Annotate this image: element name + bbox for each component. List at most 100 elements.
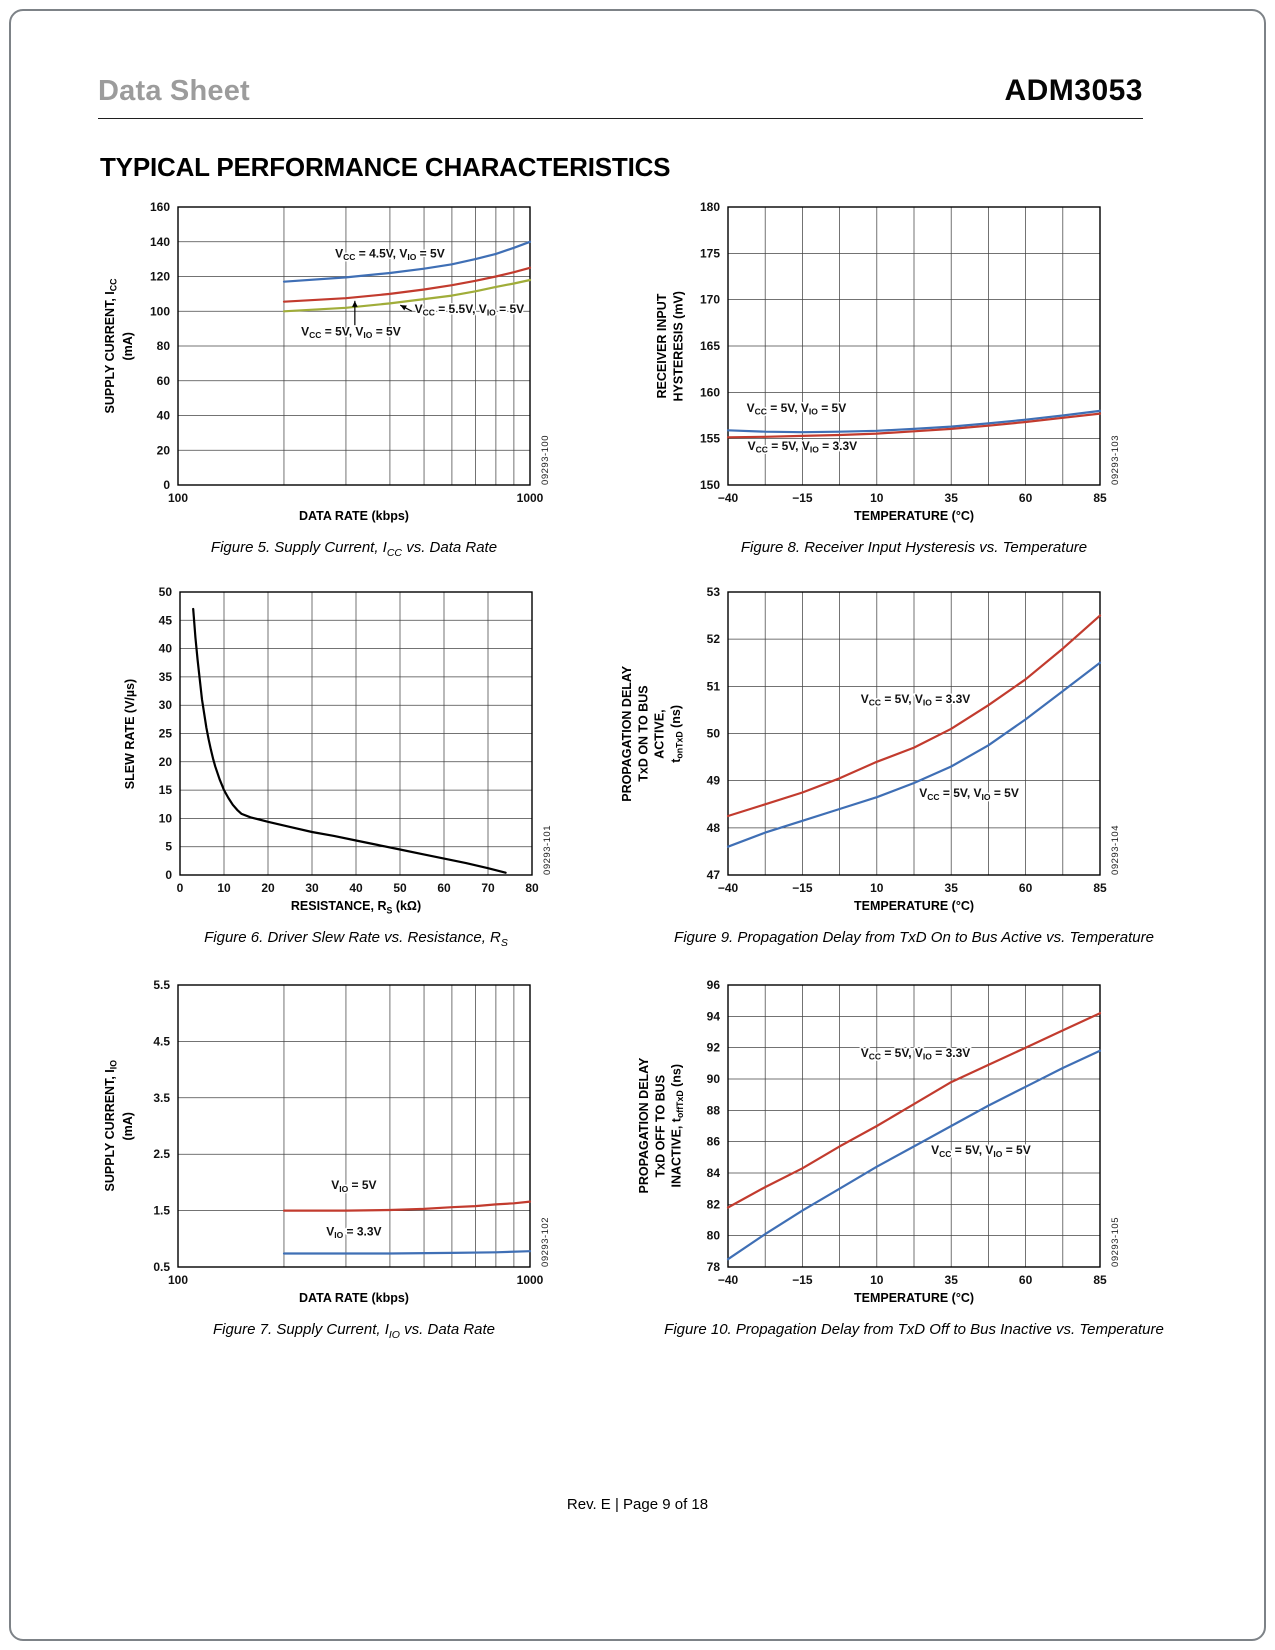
svg-text:15: 15 [159, 783, 173, 797]
svg-text:96: 96 [707, 978, 721, 992]
svg-text:40: 40 [349, 881, 363, 895]
figure-9-y-axis-title: PROPAGATION DELAY TxD ON TO BUS ACTIVE, t… [620, 665, 685, 802]
svg-text:−15: −15 [792, 1273, 813, 1287]
figure-8-x-axis-title: TEMPERATURE (°C) [853, 509, 975, 523]
svg-text:VCC = 5.5V, VIO = 5V: VCC = 5.5V, VIO = 5V [415, 302, 525, 318]
figure-10-caption: Figure 10. Propagation Delay from TxD Of… [664, 1321, 1164, 1338]
svg-text:86: 86 [707, 1135, 721, 1149]
svg-text:160: 160 [150, 200, 170, 214]
svg-text:0: 0 [165, 868, 172, 882]
svg-text:VCC = 5V, VIO = 5V: VCC = 5V, VIO = 5V [747, 401, 847, 417]
svg-text:85: 85 [1093, 1273, 1107, 1287]
svg-text:35: 35 [159, 670, 173, 684]
svg-text:−40: −40 [718, 881, 739, 895]
figure-5-block: SUPPLY CURRENT, ICC (mA) 100 1000 0 20 40 60 8… [103, 200, 551, 559]
figure-7-block: SUPPLY CURRENT, IIO (mA) 100 1000 0.5 1.5 2.… [103, 978, 551, 1341]
svg-text:150: 150 [700, 478, 720, 492]
page-header: Data Sheet ADM3053 [98, 74, 1143, 119]
svg-text:VIO = 5V: VIO = 5V [331, 1178, 376, 1194]
svg-text:0: 0 [163, 478, 170, 492]
svg-text:10: 10 [870, 491, 884, 505]
svg-text:51: 51 [707, 679, 721, 693]
figure-5-code: 09293-100 [540, 435, 551, 485]
svg-text:1.5: 1.5 [153, 1204, 170, 1218]
svg-text:100: 100 [168, 491, 188, 505]
svg-text:1000: 1000 [517, 491, 544, 505]
svg-text:1000: 1000 [517, 1273, 544, 1287]
svg-text:52: 52 [707, 632, 721, 646]
figure-6-plot: 0 10 20 30 40 50 60 70 80 0 5 10 15 20 25 30 35 40 45 50 [159, 585, 539, 895]
svg-text:35: 35 [945, 881, 959, 895]
svg-text:85: 85 [1093, 881, 1107, 895]
svg-text:47: 47 [707, 868, 721, 882]
svg-text:10: 10 [870, 881, 884, 895]
svg-text:84: 84 [707, 1166, 721, 1180]
svg-text:60: 60 [1019, 881, 1033, 895]
figure-10-block: PROPAGATION DELAY TxD OFF TO BUS INACTIVE… [637, 978, 1164, 1338]
svg-text:35: 35 [945, 491, 959, 505]
svg-text:VCC = 5V, VIO = 5V: VCC = 5V, VIO = 5V [301, 325, 401, 341]
svg-text:25: 25 [159, 727, 173, 741]
figure-10-y-axis-title: PROPAGATION DELAY TxD OFF TO BUS INACTIVE… [636, 1058, 685, 1194]
svg-text:100: 100 [150, 304, 170, 318]
figure-5-x-axis-title: DATA RATE (kbps) [299, 509, 409, 523]
figure-8-caption: Figure 8. Receiver Input Hysteresis vs. … [740, 539, 1088, 556]
svg-text:60: 60 [157, 374, 171, 388]
section-title: TYPICAL PERFORMANCE CHARACTERISTICS [100, 152, 671, 182]
svg-text:49: 49 [707, 774, 721, 788]
svg-text:50: 50 [159, 585, 173, 599]
svg-text:VCC = 5V, VIO = 5V: VCC = 5V, VIO = 5V [931, 1143, 1031, 1159]
svg-text:80: 80 [707, 1229, 721, 1243]
svg-text:VIO = 3.3V: VIO = 3.3V [326, 1224, 381, 1240]
figure-9-code: 09293-104 [1110, 825, 1121, 875]
figure-6-y-axis-title: SLEW RATE (V/µs) [122, 678, 137, 789]
svg-text:53: 53 [707, 585, 721, 599]
figure-7-plot: 100 1000 0.5 1.5 2.5 3.5 4.5 5.5 VIO = 5V VIO = 3… [153, 978, 543, 1287]
svg-text:3.5: 3.5 [153, 1091, 170, 1105]
svg-text:40: 40 [159, 642, 173, 656]
svg-text:10: 10 [870, 1273, 884, 1287]
svg-text:92: 92 [707, 1041, 721, 1055]
svg-text:170: 170 [700, 293, 720, 307]
figure-6-caption: Figure 6. Driver Slew Rate vs. Resistanc… [204, 929, 508, 949]
figure-10-code: 09293-105 [1110, 1217, 1121, 1267]
svg-text:80: 80 [525, 881, 539, 895]
page-footer: Rev. E | Page 9 of 18 [566, 1496, 709, 1513]
svg-text:0: 0 [177, 881, 184, 895]
svg-text:94: 94 [707, 1009, 721, 1023]
figure-7-x-axis-title: DATA RATE (kbps) [299, 1291, 409, 1305]
svg-text:155: 155 [700, 432, 720, 446]
svg-text:60: 60 [1019, 1273, 1033, 1287]
figure-9-plot: −40 −15 10 35 60 85 47 48 49 50 51 52 53 VCC = 5V, VI… [707, 585, 1107, 895]
figure-5-caption: Figure 5. Supply Current, ICC vs. Data R… [210, 539, 498, 559]
figure-5-y-axis-title: SUPPLY CURRENT, ICC (mA) [102, 278, 135, 414]
svg-text:VCC = 5V, VIO = 3.3V: VCC = 5V, VIO = 3.3V [861, 692, 971, 708]
svg-text:−15: −15 [792, 491, 813, 505]
svg-text:VCC = 5V, VIO = 3.3V: VCC = 5V, VIO = 3.3V [861, 1046, 971, 1062]
svg-text:82: 82 [707, 1197, 721, 1211]
figure-8-block: RECEIVER INPUT HYSTERESIS (mV) −40 −15 10 3… [655, 200, 1122, 556]
svg-text:88: 88 [707, 1103, 721, 1117]
svg-text:50: 50 [707, 727, 721, 741]
figure-9-caption: Figure 9. Propagation Delay from TxD On … [674, 929, 1154, 946]
svg-text:100: 100 [168, 1273, 188, 1287]
svg-text:48: 48 [707, 821, 721, 835]
svg-text:175: 175 [700, 246, 720, 260]
svg-text:VCC = 5V, VIO = 3.3V: VCC = 5V, VIO = 3.3V [748, 439, 858, 455]
svg-text:5: 5 [165, 840, 172, 854]
figure-10-x-axis-title: TEMPERATURE (°C) [853, 1291, 975, 1305]
figure-6-block: SLEW RATE (V/µs) 0 10 20 30 40 50 60 70 80 0 5 10 15… [123, 585, 553, 949]
svg-text:20: 20 [159, 755, 173, 769]
figure-7-code: 09293-102 [540, 1217, 551, 1267]
svg-text:5.5: 5.5 [153, 978, 170, 992]
svg-text:140: 140 [150, 235, 170, 249]
svg-text:45: 45 [159, 613, 173, 627]
figure-8-y-axis-title: RECEIVER INPUT HYSTERESIS (mV) [654, 290, 685, 402]
svg-text:30: 30 [159, 698, 173, 712]
svg-text:20: 20 [157, 443, 171, 457]
svg-text:60: 60 [437, 881, 451, 895]
svg-text:−15: −15 [792, 881, 813, 895]
svg-text:0.5: 0.5 [153, 1260, 170, 1274]
figure-8-code: 09293-103 [1110, 435, 1121, 485]
